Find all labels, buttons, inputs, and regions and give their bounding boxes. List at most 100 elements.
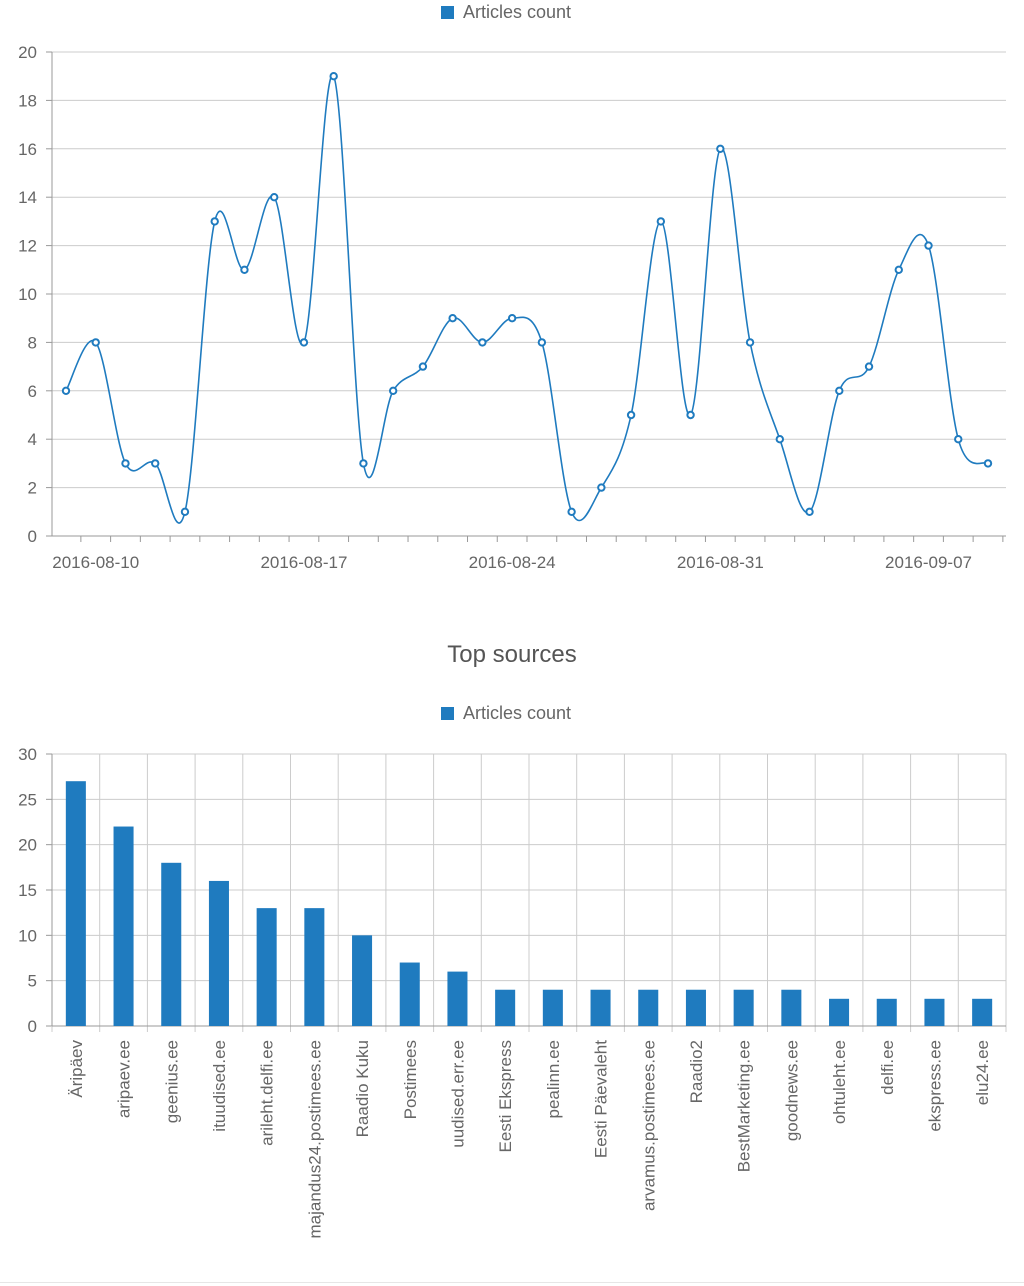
x-tick-labels: Äripäev aripaev.ee geenius.ee ituudised.ee a… — [67, 1040, 992, 1239]
bar-2[interactable] — [113, 826, 134, 1026]
y-tick-label: 15 — [18, 881, 37, 900]
y-tick-label: 18 — [18, 91, 37, 110]
bar-19[interactable] — [924, 998, 945, 1026]
y-tick-label: 0 — [28, 1017, 37, 1036]
y-tick-label: 4 — [28, 430, 37, 449]
data-point[interactable] — [121, 459, 130, 468]
y-tick-label: 30 — [18, 745, 37, 764]
bar-10[interactable] — [495, 989, 516, 1026]
data-point[interactable] — [91, 338, 100, 347]
bar-17[interactable] — [829, 998, 850, 1026]
bar-20[interactable] — [972, 998, 993, 1026]
data-point[interactable] — [359, 459, 368, 468]
legend-swatch — [441, 707, 454, 720]
x-tick-label: 2016-09-07 — [885, 553, 972, 572]
bar-14[interactable] — [685, 989, 706, 1026]
data-point[interactable] — [716, 144, 725, 154]
data-points — [61, 72, 993, 516]
data-point[interactable] — [954, 435, 963, 444]
legend-label: Articles count — [463, 703, 571, 723]
data-point[interactable] — [805, 507, 814, 516]
legend-swatch — [441, 6, 454, 19]
data-point[interactable] — [240, 265, 249, 274]
x-tick-label: elu24.ee — [973, 1040, 992, 1105]
x-tick-label: aripaev.ee — [115, 1040, 134, 1118]
data-point[interactable] — [983, 459, 993, 468]
data-point[interactable] — [448, 314, 457, 323]
x-tick-label: BestMarketing.ee — [735, 1040, 754, 1172]
x-tick-label: Eesti Päevaleht — [592, 1040, 611, 1158]
bar-3[interactable] — [161, 862, 182, 1026]
x-tick-label: pealinn.ee — [544, 1040, 563, 1118]
data-point[interactable] — [775, 435, 785, 444]
data-point[interactable] — [597, 483, 606, 492]
data-point[interactable] — [894, 265, 903, 274]
legend: Articles count — [441, 2, 571, 22]
bars — [65, 781, 993, 1026]
y-tick-label: 25 — [18, 790, 37, 809]
data-point[interactable] — [151, 459, 160, 468]
x-tick-label: Raadio2 — [687, 1040, 706, 1103]
y-tick-label: 20 — [18, 836, 37, 855]
x-tick-label: 2016-08-17 — [260, 553, 347, 572]
bar-16[interactable] — [781, 989, 802, 1026]
data-point[interactable] — [180, 507, 190, 516]
data-point[interactable] — [656, 217, 666, 226]
series-line-articles-count — [65, 74, 989, 524]
y-tick-label: 16 — [18, 140, 37, 159]
data-point[interactable] — [567, 507, 576, 516]
y-tick-label: 8 — [28, 333, 37, 352]
bar-12[interactable] — [590, 989, 611, 1026]
data-point[interactable] — [626, 410, 636, 420]
x-tick-label: 2016-08-24 — [469, 553, 556, 572]
bar-8[interactable] — [399, 962, 420, 1026]
x-gridlines — [51, 754, 1007, 1032]
bar-18[interactable] — [876, 998, 897, 1026]
y-gridlines: 0 2 4 6 8 10 12 14 16 18 20 — [18, 43, 1006, 546]
y-tick-label: 10 — [18, 285, 37, 304]
y-tick-label: 20 — [18, 43, 37, 62]
chart-title: Top sources — [447, 641, 576, 668]
data-point[interactable] — [388, 386, 398, 395]
page-bottom-rule — [0, 1282, 1024, 1283]
data-point[interactable] — [210, 217, 219, 226]
bar-7[interactable] — [352, 935, 373, 1026]
y-tick-label: 5 — [28, 972, 37, 991]
y-tick-label: 10 — [18, 926, 37, 945]
bar-5[interactable] — [256, 908, 277, 1026]
data-point[interactable] — [537, 338, 547, 347]
data-point[interactable] — [745, 338, 755, 347]
x-tick-label: Postimees — [401, 1040, 420, 1119]
x-tick-label: goodnews.ee — [782, 1040, 801, 1141]
x-tick-label: 2016-08-31 — [677, 553, 764, 572]
bar-6[interactable] — [304, 908, 325, 1026]
x-tick-label: Raadio Kuku — [353, 1040, 372, 1137]
x-tick-label: Eesti Ekspress — [496, 1040, 515, 1152]
data-point[interactable] — [835, 386, 844, 395]
bar-13[interactable] — [638, 989, 659, 1026]
data-point[interactable] — [924, 241, 933, 250]
data-point[interactable] — [864, 362, 874, 371]
bar-1[interactable] — [65, 781, 86, 1026]
x-tick-label: ituudised.ee — [210, 1040, 229, 1132]
bar-9[interactable] — [447, 971, 468, 1026]
x-tick-label: arileht.delfi.ee — [258, 1040, 277, 1146]
data-point[interactable] — [299, 338, 309, 347]
data-point[interactable] — [269, 193, 279, 202]
x-tick-label: ohtuleht.ee — [830, 1040, 849, 1124]
data-point[interactable] — [418, 362, 428, 371]
data-point[interactable] — [507, 314, 517, 323]
data-point[interactable] — [61, 386, 71, 395]
y-tick-label: 6 — [28, 382, 37, 401]
data-point[interactable] — [686, 410, 695, 420]
bar-15[interactable] — [733, 989, 754, 1026]
y-tick-label: 0 — [28, 527, 37, 546]
x-tick-label: ekspress.ee — [925, 1040, 944, 1132]
data-point[interactable] — [478, 338, 487, 347]
y-tick-label: 14 — [18, 188, 37, 207]
bar-4[interactable] — [208, 880, 229, 1026]
bar-11[interactable] — [542, 989, 563, 1026]
data-point[interactable] — [329, 72, 338, 81]
y-tick-label: 12 — [18, 237, 37, 256]
